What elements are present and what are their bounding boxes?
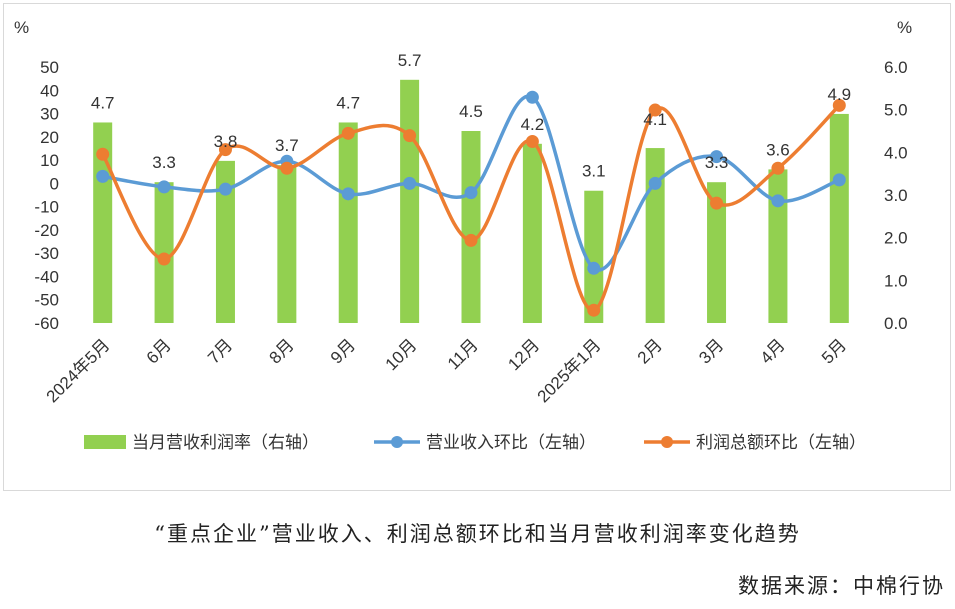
bar-data-label: 4.9: [827, 85, 851, 104]
bar-data-label: 4.5: [459, 102, 483, 121]
left-tick-label: 10: [40, 151, 59, 170]
left-tick-label: 30: [40, 105, 59, 124]
bar-data-label: 3.3: [705, 153, 729, 172]
series-1-point-12: [771, 194, 785, 208]
series-2-point-11: [710, 196, 724, 210]
x-tick-label: 7月: [204, 335, 236, 367]
bar-7: [461, 131, 481, 323]
series-2-point-7: [464, 233, 478, 247]
series-2-point-2: [157, 252, 171, 266]
bar-data-label: 4.2: [521, 115, 545, 134]
x-tick-label: 11月: [444, 335, 482, 373]
series-1-point-13: [832, 173, 846, 187]
bar-3: [215, 160, 235, 323]
series-1-point-3: [218, 182, 232, 196]
left-tick-label: -10: [34, 198, 59, 217]
chart-frame: %% 50 40 30 20 10 0 -10 -20 -30 -40 -50 -60 6.0 5.0 4.0…: [3, 3, 951, 491]
series-2-point-1: [96, 147, 110, 161]
left-tick-label: -50: [34, 291, 59, 310]
right-tick-label: 2.0: [884, 229, 908, 248]
series-2-point-3: [218, 143, 232, 157]
legend-label-2: 营业收入环比（左轴）: [426, 433, 596, 452]
left-tick-label: 20: [40, 128, 59, 147]
legend-marker-3: [661, 436, 673, 448]
x-tick-label: 10月: [382, 335, 421, 374]
bar-9: [584, 190, 604, 323]
x-tick-label: 9月: [327, 335, 359, 367]
data-source: 数据来源：中棉行协: [738, 574, 945, 598]
x-tick-label: 3月: [695, 335, 727, 367]
x-tick-label: 2月: [634, 335, 666, 367]
legend-swatch-1: [84, 435, 126, 449]
x-tick-label: 6月: [143, 335, 175, 367]
bar-data-label: 3.1: [582, 162, 606, 181]
chart-svg: % % 50 40 30 20 10 0 -10 -20 -30 -40 -50 -60 6.0 5.0 4.0…: [14, 18, 912, 452]
series-1-point-6: [403, 176, 417, 190]
bar-data-label: 3.6: [766, 140, 790, 159]
legend-label-3: 利润总额环比（左轴）: [696, 433, 866, 452]
bar-8: [522, 143, 542, 323]
bar-5: [338, 122, 358, 323]
series-2-point-13: [832, 98, 846, 112]
x-tick-label: 5月: [818, 335, 850, 367]
right-tick-label: 4.0: [884, 143, 908, 162]
series-2-point-6: [403, 129, 417, 143]
bar-12: [768, 169, 788, 323]
left-tick-label: -60: [34, 314, 59, 333]
series-1-point-8: [525, 90, 539, 104]
series-1-point-1: [96, 169, 110, 183]
bar-4: [277, 165, 297, 323]
x-tick-label: 2024年5月: [43, 335, 114, 406]
left-tick-label: -20: [34, 221, 59, 240]
bar-data-label: 4.1: [643, 110, 667, 129]
left-tick-label: 50: [40, 58, 59, 77]
series-2-point-9: [587, 303, 601, 317]
bar-data-label: 4.7: [336, 93, 360, 112]
series-2-point-12: [771, 161, 785, 175]
chart-caption: “重点企业”营业收入、利润总额环比和当月营收利润率变化趋势: [154, 522, 801, 546]
right-tick-label: 0.0: [884, 314, 908, 333]
series-1-point-9: [587, 261, 601, 275]
right-tick-label: 5.0: [884, 101, 908, 120]
x-tick-label: 12月: [504, 335, 543, 374]
left-tick-label: -30: [34, 244, 59, 263]
x-tick-label: 8月: [266, 335, 298, 367]
x-tick-label: 4月: [757, 335, 789, 367]
series-1-point-5: [341, 187, 355, 201]
right-tick-label: 6.0: [884, 58, 908, 77]
bar-data-label: 5.7: [398, 51, 422, 70]
bar-10: [645, 148, 665, 323]
bar-data-label: 3.7: [275, 136, 299, 155]
series-2-point-10: [648, 103, 662, 117]
bar-data-label: 3.8: [214, 132, 238, 151]
left-tick-label: 40: [40, 81, 59, 100]
legend-marker-2: [391, 436, 403, 448]
bar-6: [400, 79, 420, 323]
left-tick-label: -40: [34, 267, 59, 286]
bar-13: [829, 113, 849, 323]
series-2-point-5: [341, 126, 355, 140]
bar-11: [707, 182, 727, 323]
right-tick-label: 1.0: [884, 271, 908, 290]
series-2-point-8: [525, 134, 539, 148]
x-tick-label: 2025年1月: [534, 335, 605, 406]
series-1-point-7: [464, 186, 478, 200]
left-axis-unit: %: [14, 18, 29, 37]
bar-data-label: 4.7: [91, 93, 115, 112]
series-1-point-10: [648, 176, 662, 190]
series-1-point-11: [710, 150, 724, 164]
legend-label-1: 当月营收利润率（右轴）: [132, 433, 319, 452]
bar-data-label: 3.3: [152, 153, 176, 172]
right-axis-unit: %: [897, 18, 912, 37]
series-1-point-2: [157, 180, 171, 194]
left-tick-label: 0: [50, 174, 59, 193]
series-2-point-4: [280, 161, 294, 175]
right-tick-label: 3.0: [884, 186, 908, 205]
